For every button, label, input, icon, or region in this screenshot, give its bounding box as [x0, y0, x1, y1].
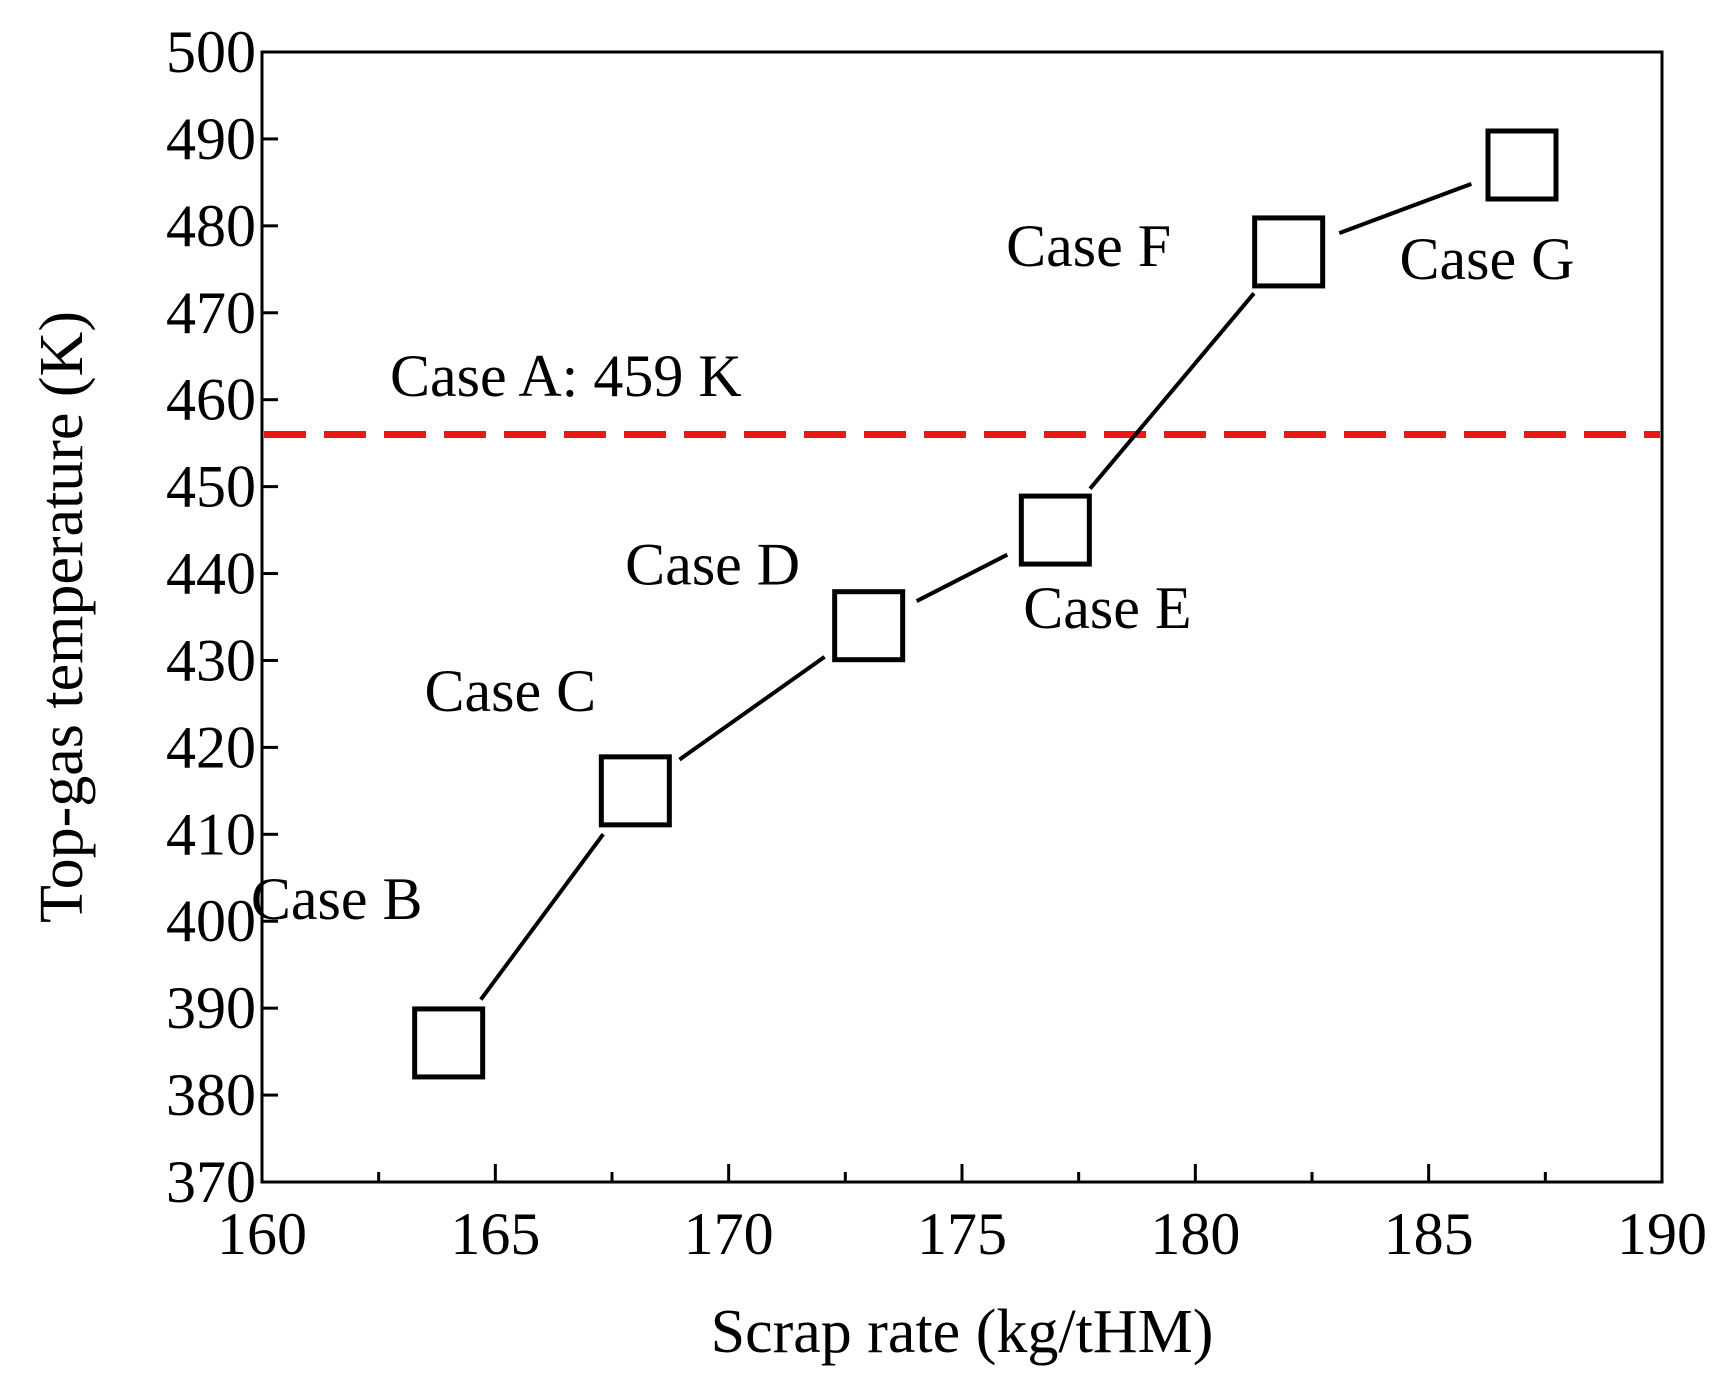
x-tick-label: 180 — [1150, 1201, 1240, 1267]
y-tick-label: 490 — [166, 106, 256, 172]
y-tick-label: 430 — [166, 627, 256, 693]
data-point-label: Case F — [1006, 213, 1171, 279]
x-tick-label: 165 — [450, 1201, 540, 1267]
series-segment — [1338, 181, 1473, 235]
data-point-marker — [1018, 493, 1092, 567]
data-point-marker — [832, 589, 906, 663]
y-tick-label: 500 — [166, 19, 256, 85]
y-tick-label: 410 — [166, 801, 256, 867]
x-axis-ticks: 160 165 170 175 180 185 190 — [217, 1164, 1707, 1267]
data-point-label: Case B — [251, 866, 423, 932]
point-labels: Case B Case C Case D Case E Case F Case G — [251, 213, 1575, 932]
data-point-marker — [412, 1006, 486, 1080]
y-tick-label: 450 — [166, 454, 256, 520]
y-tick-label: 400 — [166, 888, 256, 954]
y-tick-label: 460 — [166, 367, 256, 433]
series-group — [412, 128, 1559, 1080]
y-tick-label: 420 — [166, 714, 256, 780]
y-tick-label: 470 — [166, 280, 256, 346]
y-tick-label: 390 — [166, 975, 256, 1041]
x-tick-label: 160 — [217, 1201, 307, 1267]
data-point-label: Case E — [1023, 575, 1191, 641]
x-tick-label: 175 — [917, 1201, 1007, 1267]
y-tick-label: 370 — [166, 1149, 256, 1215]
series-segment — [479, 833, 605, 1001]
data-point-label: Case D — [625, 532, 800, 598]
series-segment — [1088, 292, 1256, 490]
x-tick-label: 185 — [1384, 1201, 1474, 1267]
reference-line-label: Case A: 459 K — [390, 343, 742, 409]
x-tick-label: 170 — [684, 1201, 774, 1267]
data-point-marker — [598, 754, 672, 828]
y-tick-label: 380 — [166, 1062, 256, 1128]
series-segment — [678, 655, 826, 762]
x-axis-title: Scrap rate (kg/tHM) — [711, 1298, 1214, 1366]
data-point-label: Case G — [1400, 226, 1575, 292]
y-tick-label: 440 — [166, 541, 256, 607]
y-axis-ticks: 370 380 390 400 410 420 430 440 450 460 470 480 490 5… — [166, 19, 278, 1215]
x-tick-label: 190 — [1617, 1201, 1707, 1267]
y-axis-title: Top-gas temperature (K) — [28, 311, 96, 923]
data-point-label: Case C — [425, 658, 597, 724]
data-point-marker — [1252, 215, 1326, 289]
y-tick-label: 480 — [166, 193, 256, 259]
reference-line-group: Case A: 459 K — [264, 343, 1660, 438]
data-point-marker — [1485, 128, 1559, 202]
series-segment — [915, 552, 1009, 603]
